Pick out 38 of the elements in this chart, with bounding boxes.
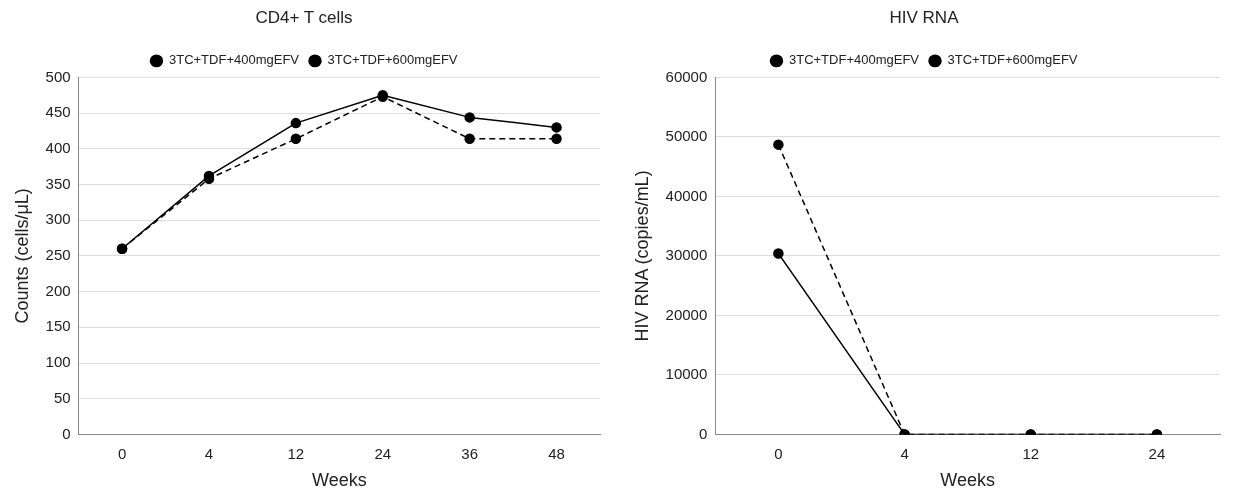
y-tick-label: 150 <box>45 317 71 335</box>
legend-label: 3TC+TDF+400mgEFV <box>788 52 920 68</box>
y-tick-label: 500 <box>45 67 71 85</box>
y-tick-label: 250 <box>45 246 71 264</box>
x-tick-label: 0 <box>774 444 783 462</box>
x-axis-title: Weeks <box>940 470 995 491</box>
x-tick-label: 48 <box>548 444 565 462</box>
x-tick-label: 12 <box>1022 444 1040 462</box>
chart-title: CD4+ T cells <box>255 7 353 27</box>
x-tick-label: 36 <box>461 444 478 462</box>
x-tick-label: 24 <box>1148 444 1166 462</box>
legend-label: 3TC+TDF+400mgEFV <box>168 52 300 68</box>
y-axis-title: HIV RNA (copies/mL) <box>631 170 652 342</box>
x-tick-label: 0 <box>117 444 127 462</box>
y-tick-label: 50000 <box>665 127 708 145</box>
x-axis-title: Weeks <box>311 470 367 491</box>
y-axis-title: Counts (cells/μL) <box>11 188 32 324</box>
y-tick-label: 0 <box>62 424 71 442</box>
x-tick-label: 24 <box>374 444 392 462</box>
x-tick-label: 4 <box>900 444 909 462</box>
x-tick-label: 4 <box>204 444 214 462</box>
y-tick-label: 400 <box>45 138 71 156</box>
y-tick-label: 40000 <box>665 186 708 204</box>
y-tick-label: 20000 <box>665 305 708 323</box>
y-tick-label: 0 <box>698 424 708 442</box>
y-tick-label: 200 <box>45 281 71 299</box>
y-tick-label: 60000 <box>665 67 708 85</box>
y-tick-label: 300 <box>45 210 71 228</box>
x-tick-label: 12 <box>287 444 305 462</box>
y-tick-label: 450 <box>45 103 71 121</box>
y-tick-label: 50 <box>53 388 71 406</box>
y-tick-label: 10000 <box>665 365 708 383</box>
legend-label: 3TC+TDF+600mgEFV <box>947 52 1078 68</box>
y-tick-label: 350 <box>45 174 71 192</box>
y-tick-label: 100 <box>45 353 71 371</box>
legend-label: 3TC+TDF+600mgEFV <box>327 52 458 68</box>
y-tick-label: 30000 <box>665 246 708 264</box>
chart-title: HIV RNA <box>889 7 960 27</box>
